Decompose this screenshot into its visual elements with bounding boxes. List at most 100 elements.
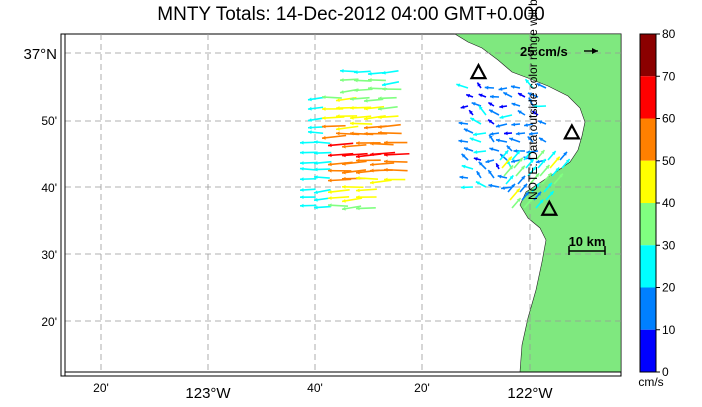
current-arrow [321,134,347,140]
current-arrow [547,150,557,161]
colorbar-tick-label: 20 [662,281,676,295]
current-arrow [299,188,316,192]
current-arrow [549,156,561,169]
current-arrow [527,135,534,143]
current-arrow [487,118,495,125]
current-arrow [537,120,547,125]
current-arrow [307,96,324,102]
current-arrow [383,167,408,172]
current-arrow [353,78,372,83]
current-arrow [363,98,384,103]
current-arrow [545,190,555,201]
current-arrow [476,170,482,179]
current-arrow [313,151,332,155]
current-arrow [527,92,539,98]
current-arrow [313,167,331,172]
site-north-marker [469,62,488,80]
colorbar-segment [640,118,656,161]
colorbar-tick-label: 60 [662,112,676,126]
current-arrow [523,123,534,127]
current-arrow [463,128,474,134]
current-arrow [488,109,500,116]
current-arrow [463,147,474,152]
current-arrow [327,189,350,194]
current-arrow [533,191,542,201]
current-arrow [367,78,386,82]
current-arrow [469,137,482,143]
current-arrow [473,132,487,137]
lat-label-30: 30' [41,248,57,262]
current-arrow [489,131,500,136]
current-arrow [341,143,367,149]
current-arrow [511,102,521,107]
current-arrow [461,153,469,161]
colorbar-tick-label: 70 [662,69,676,83]
current-arrow [353,88,373,93]
current-arrow [369,179,392,185]
lon-label-20-west: 20' [93,381,109,395]
scale-bar [568,246,606,255]
current-arrow [299,166,317,171]
current-arrow [377,123,401,129]
current-arrow [307,106,324,111]
current-arrow [475,180,487,188]
current-arrow [528,131,539,136]
current-arrow [499,114,513,119]
current-arrow [511,197,522,209]
current-arrow [531,110,539,116]
current-arrow [461,164,474,170]
current-arrow [495,162,500,170]
current-arrow [458,139,469,144]
current-arrow [299,150,317,155]
current-arrow [515,131,526,136]
current-arrow [313,205,331,210]
current-arrow [498,87,508,91]
current-arrow [460,185,474,190]
current-arrow [383,177,406,182]
current-arrow [541,172,553,185]
colorbar: 80 70 60 50 40 30 20 10 0 [639,27,676,379]
current-arrow [487,101,495,107]
lon-label-40: 40' [307,381,323,395]
current-arrow [355,195,377,200]
current-arrow [363,131,388,136]
current-arrow [503,164,514,177]
current-arrow [339,78,359,82]
current-arrow [341,152,368,158]
saturation-note: NOTE: Data outside color range will be s… [526,0,540,200]
current-arrow [327,152,354,158]
current-arrow [521,191,530,201]
current-arrow [465,93,474,98]
current-arrow [460,105,469,109]
current-arrow [383,152,410,157]
current-arrow [478,161,487,170]
current-arrow [473,157,482,161]
current-arrow [508,137,521,143]
colorbar-segment [640,329,656,372]
scale-bar-label: 10 km [569,234,606,249]
current-arrow [505,174,514,185]
current-arrow [469,117,482,125]
current-arrow [321,95,342,100]
current-arrow [377,106,398,111]
colorbar-unit: cm/s [638,375,663,389]
current-arrow [500,186,513,190]
current-arrow [327,168,352,173]
current-arrow [517,109,526,116]
current-arrow [341,197,363,203]
colorbar-tick-label: 30 [662,238,676,252]
current-arrow [327,161,353,167]
current-arrow [536,82,547,89]
current-arrow [327,142,354,148]
current-arrow [488,134,495,143]
current-arrow [559,151,568,161]
current-arrow [341,169,367,175]
colorbar-tick-label: 50 [662,154,676,168]
current-arrow [381,70,399,75]
current-arrow [369,162,395,167]
current-arrow [485,159,495,164]
current-arrow [327,196,350,200]
current-arrow [383,159,408,164]
current-arrow [456,83,469,89]
current-arrow [507,183,516,193]
